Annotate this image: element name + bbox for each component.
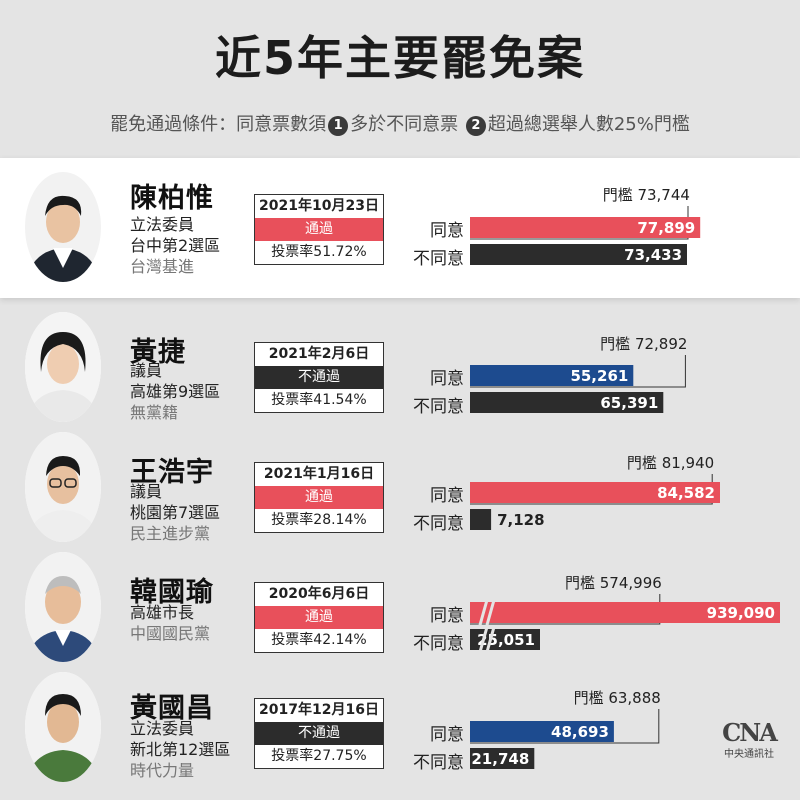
threshold-label: 門檻 574,996: [565, 574, 662, 592]
candidate-info: 立法委員 台中第2選區 台灣基進: [130, 214, 220, 277]
candidate-role: 立法委員: [130, 719, 195, 738]
threshold-line: [470, 355, 686, 388]
candidate-district: 台中第2選區: [130, 236, 221, 255]
vote-result: 通過: [255, 606, 383, 629]
candidate-party: 中國國民黨: [130, 624, 211, 643]
disagree-value-label: 7,128: [497, 511, 544, 529]
disagree-bar: [470, 748, 535, 769]
candidate-party: 民主進步黨: [130, 524, 211, 543]
candidate-name: 陳柏惟: [130, 183, 214, 214]
turnout-rate: 投票率41.54%: [271, 392, 367, 408]
threshold-label: 門檻 72,892: [600, 335, 687, 353]
condition-2-number: 2: [465, 116, 486, 136]
threshold-line: [470, 709, 660, 744]
agree-bar: [470, 365, 634, 386]
candidate-party: 無黨籍: [130, 403, 179, 422]
disagree-bar: [470, 629, 540, 650]
agree-value-label: 939,090: [707, 604, 775, 622]
disagree-label: 不同意: [413, 514, 464, 534]
candidate-district: 新北第12選區: [130, 740, 231, 759]
vote-info-box: 2021年2月6日 不通過 投票率41.54%: [254, 342, 384, 413]
agree-bar: [470, 602, 780, 623]
disagree-bar: [470, 509, 492, 530]
vote-date: 2017年12月16日: [259, 702, 379, 718]
agree-label: 同意: [430, 725, 464, 745]
disagree-label: 不同意: [413, 634, 464, 654]
vote-date: 2020年6月6日: [268, 586, 370, 602]
candidate-info: 議員 桃園第7選區 民主進步黨: [130, 481, 220, 544]
candidate-info: 立法委員 新北第12選區 時代力量: [130, 718, 230, 781]
cna-logo: CNA 中央通訊社: [716, 718, 782, 760]
candidate-info: 議員 高雄第9選區 無黨籍: [130, 360, 220, 423]
vote-result: 不通過: [255, 722, 383, 745]
agree-label: 同意: [430, 606, 464, 626]
candidate-district: 桃園第7選區: [130, 503, 221, 522]
agree-bar: [470, 721, 614, 742]
candidate-role: 議員: [130, 361, 163, 380]
axis-break-mark: [478, 599, 496, 626]
agree-value-label: 55,261: [570, 367, 628, 385]
portrait-avatar: [25, 552, 101, 662]
page-title: 近5年主要罷免案: [214, 31, 585, 85]
candidate-party: 時代力量: [130, 761, 195, 780]
disagree-label: 不同意: [413, 249, 464, 269]
candidate-party: 台灣基進: [130, 257, 195, 276]
disagree-value-label: 65,391: [600, 394, 658, 412]
portrait-avatar: [25, 432, 101, 542]
portrait-avatar: [25, 312, 101, 422]
vote-info-box: 2017年12月16日 不通過 投票率27.75%: [254, 698, 384, 769]
turnout-rate: 投票率51.72%: [271, 244, 367, 260]
disagree-label: 不同意: [413, 753, 464, 773]
condition-1-number: 1: [328, 116, 349, 136]
subtitle: 罷免通過條件：同意票數須 1 多於不同意票 2 超過總選舉人數25%門檻: [0, 110, 800, 136]
agree-label: 同意: [430, 369, 464, 389]
threshold-line: [470, 594, 661, 625]
agree-label: 同意: [430, 486, 464, 506]
vote-date: 2021年10月23日: [259, 198, 379, 214]
condition-1-text: 多於不同意票: [350, 114, 459, 135]
vote-info-box: 2021年1月16日 通過 投票率28.14%: [254, 462, 384, 533]
condition-2-text: 超過總選舉人數25%門檻: [487, 114, 690, 135]
candidate-name: 黃國昌: [130, 693, 214, 724]
candidate-name: 黃捷: [130, 337, 186, 368]
portrait-avatar: [25, 672, 101, 782]
logo-mark: CNA: [722, 718, 778, 747]
logo-text: 中央通訊社: [724, 749, 774, 760]
vote-result: 通過: [255, 218, 383, 241]
portrait-avatar: [25, 172, 101, 282]
vote-info-box: 2021年10月23日 通過 投票率51.72%: [254, 194, 384, 265]
candidate-name: 韓國瑜: [130, 577, 214, 608]
candidate-role: 立法委員: [130, 215, 195, 234]
axis-break-mark: [478, 626, 496, 653]
threshold-line: [470, 474, 713, 505]
candidate-role: 高雄市長: [130, 603, 195, 622]
vote-date: 2021年1月16日: [263, 466, 375, 482]
threshold-label: 門檻 81,940: [627, 454, 714, 472]
candidate-name: 王浩宇: [130, 457, 214, 488]
candidate-role: 議員: [130, 482, 163, 501]
disagree-label: 不同意: [413, 397, 464, 417]
agree-value-label: 48,693: [551, 723, 609, 741]
vote-date: 2021年2月6日: [268, 346, 370, 362]
disagree-value-label: 25,051: [477, 631, 535, 649]
agree-bar: [470, 482, 720, 503]
disagree-bar: [470, 392, 664, 413]
agree-value-label: 84,582: [657, 484, 715, 502]
turnout-rate: 投票率28.14%: [271, 512, 367, 528]
disagree-value-label: 21,748: [471, 750, 529, 768]
vote-info-box: 2020年6月6日 通過 投票率42.14%: [254, 582, 384, 653]
vote-result: 不通過: [255, 366, 383, 389]
candidate-info: 高雄市長 中國國民黨: [130, 602, 210, 644]
subtitle-lead: 罷免通過條件：同意票數須: [110, 114, 327, 135]
threshold-label: 門檻 63,888: [574, 689, 661, 707]
vote-result: 通過: [255, 486, 383, 509]
turnout-rate: 投票率27.75%: [271, 748, 367, 764]
agree-label: 同意: [430, 221, 464, 241]
turnout-rate: 投票率42.14%: [271, 632, 367, 648]
candidate-district: 高雄第9選區: [130, 382, 221, 401]
